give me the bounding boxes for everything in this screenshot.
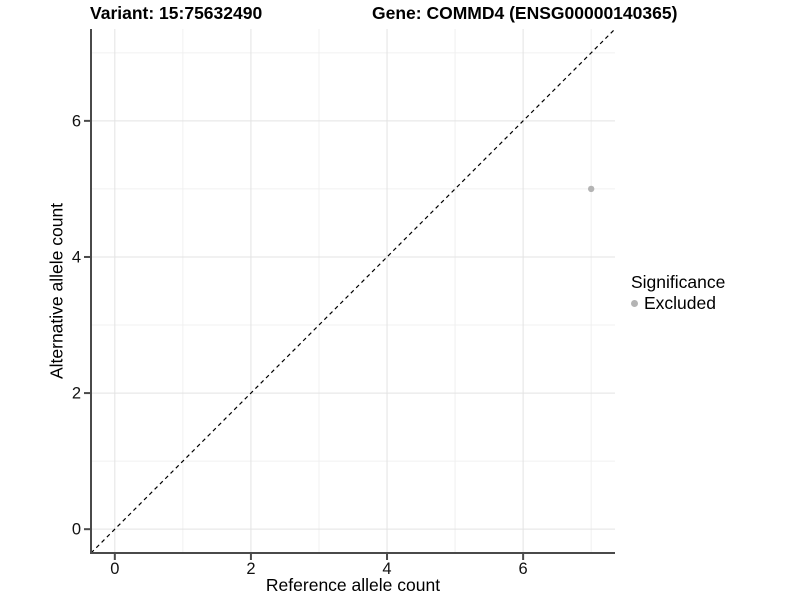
y-tick-label: 6: [72, 112, 81, 130]
variant-title: Variant: 15:75632490: [90, 3, 263, 23]
y-tick-label: 2: [72, 385, 81, 403]
y-axis-title: Alternative allele count: [46, 202, 67, 380]
x-tick-label: 6: [519, 560, 528, 578]
y-tick-label: 4: [72, 248, 81, 266]
legend-marker-circle-icon: [631, 300, 638, 307]
data-point-excluded: [587, 185, 595, 193]
legend-item-label: Excluded: [644, 293, 716, 313]
x-tick-label: 4: [382, 560, 391, 578]
legend: Significance Excluded: [631, 272, 725, 314]
identity-reference-line: [90, 28, 616, 554]
legend-items: Excluded: [631, 293, 725, 314]
legend-item: Excluded: [631, 293, 725, 314]
y-tick-label: 0: [72, 521, 81, 539]
legend-title: Significance: [631, 272, 726, 292]
x-tick-label: 0: [110, 560, 119, 578]
x-tick-label: 2: [246, 560, 255, 578]
gene-title: Gene: COMMD4 (ENSG00000140365): [372, 3, 678, 23]
x-axis-title: Reference allele count: [265, 575, 441, 595]
